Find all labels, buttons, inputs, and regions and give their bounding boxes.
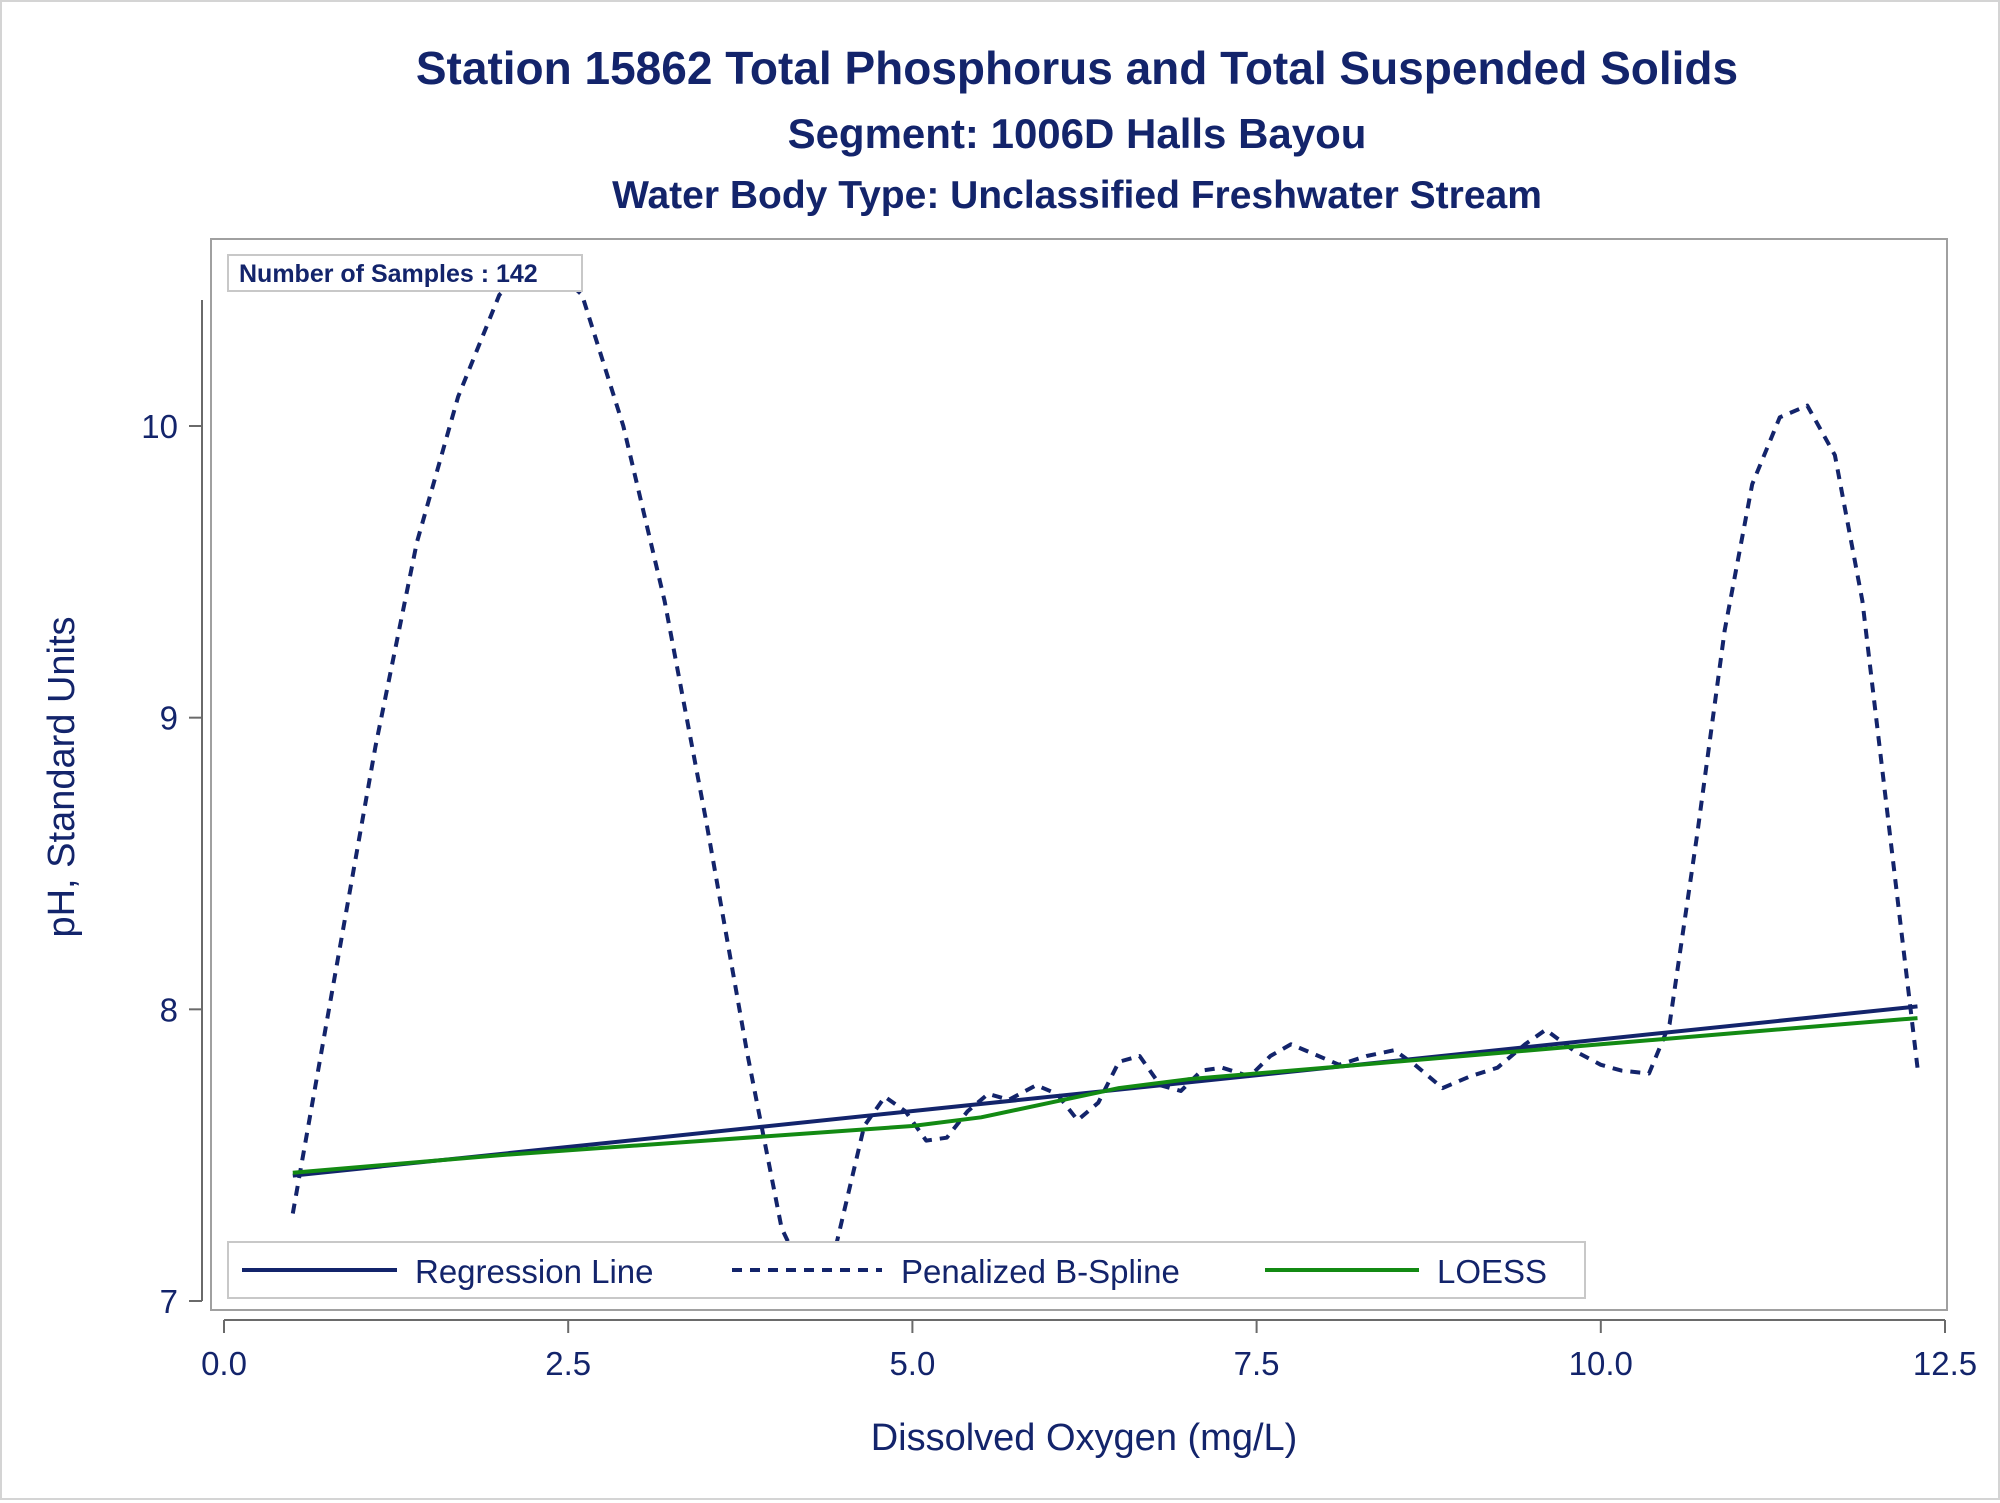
sample-count-box xyxy=(227,254,583,292)
x-tick-label: 2.5 xyxy=(545,1345,591,1382)
y-tick-label: 10 xyxy=(141,408,178,445)
x-axis-label: Dissolved Oxygen (mg/L) xyxy=(871,1417,1298,1459)
x-axis-ticks: 0.0 2.5 5.0 7.5 10.0 12.5 xyxy=(201,1320,1977,1382)
chart-subtitle: Segment: 1006D Halls Bayou xyxy=(788,110,1367,157)
chart-subtitle-2: Water Body Type: Unclassified Freshwater… xyxy=(612,174,1542,217)
legend-label: Regression Line xyxy=(415,1253,653,1290)
x-tick-label: 12.5 xyxy=(1913,1345,1977,1382)
sample-count-label: Number of Samples : 142 xyxy=(239,260,538,288)
y-tick-label: 8 xyxy=(160,991,178,1028)
series-penalized-b-spline xyxy=(290,254,1920,1289)
legend-label: Penalized B-Spline xyxy=(901,1253,1180,1290)
x-tick-label: 0.0 xyxy=(201,1345,247,1382)
x-tick-label: 10.0 xyxy=(1569,1345,1633,1382)
y-axis-ticks: 7 8 9 10 xyxy=(141,408,202,1320)
x-tick-label: 7.5 xyxy=(1234,1345,1280,1382)
legend-items: Regression Line Penalized B-Spline LOESS xyxy=(242,1253,1547,1290)
plot-area xyxy=(210,238,1948,1311)
y-tick-label: 9 xyxy=(160,700,178,737)
legend-label: LOESS xyxy=(1437,1253,1547,1290)
chart-title: Station 15862 Total Phosphorus and Total… xyxy=(416,42,1738,94)
x-tick-label: 5.0 xyxy=(889,1345,935,1382)
series-layer xyxy=(290,254,1920,1289)
y-tick-label: 7 xyxy=(160,1283,178,1320)
y-axis-label: pH, Standard Units xyxy=(41,616,83,937)
series-loess xyxy=(292,1016,1918,1175)
